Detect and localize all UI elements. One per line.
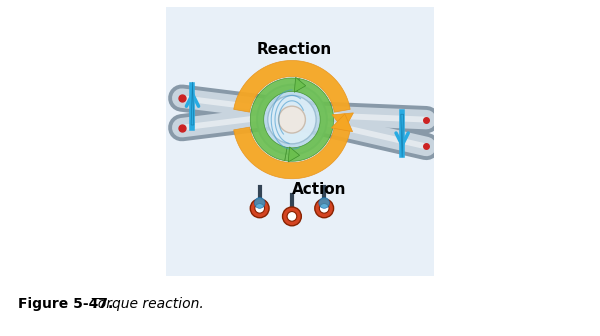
Polygon shape [233,127,350,179]
Text: Reaction: Reaction [257,42,332,57]
Circle shape [255,204,265,213]
Polygon shape [331,114,353,132]
Text: Torque reaction.: Torque reaction. [91,297,204,311]
Circle shape [315,199,334,218]
Circle shape [287,212,297,221]
Circle shape [319,198,329,208]
Polygon shape [401,114,403,157]
Polygon shape [295,77,305,92]
Polygon shape [250,78,299,161]
Text: Figure 5-47.: Figure 5-47. [18,297,113,311]
Polygon shape [288,147,299,162]
Circle shape [283,207,301,226]
Circle shape [278,106,305,133]
Text: Action: Action [292,182,346,197]
Circle shape [254,198,265,208]
Circle shape [319,204,329,213]
Circle shape [257,85,327,155]
Polygon shape [332,113,353,130]
Circle shape [268,95,316,144]
Polygon shape [233,60,350,112]
Circle shape [250,199,269,218]
Polygon shape [191,82,194,125]
Polygon shape [285,79,334,161]
FancyBboxPatch shape [163,4,437,278]
